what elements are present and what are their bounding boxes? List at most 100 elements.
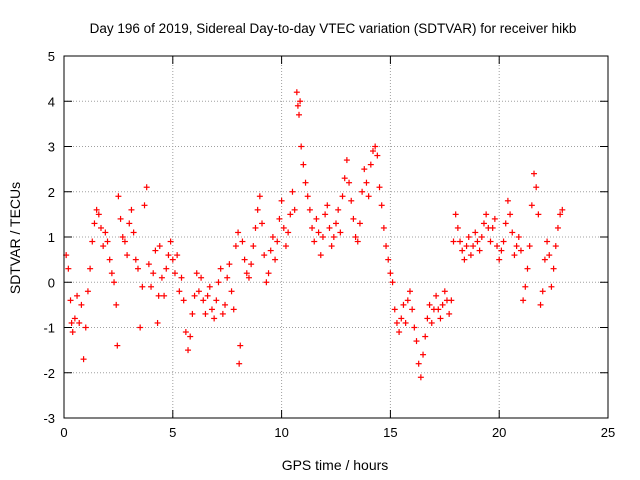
data-point (533, 184, 540, 191)
y-tick-label: 2 (48, 185, 55, 200)
data-point (387, 270, 394, 277)
data-point (80, 356, 87, 363)
data-point (165, 252, 172, 259)
data-point (326, 224, 333, 231)
data-point (121, 238, 128, 245)
data-point (524, 265, 531, 272)
data-point (211, 315, 218, 322)
data-point (298, 143, 305, 150)
data-point (69, 329, 76, 336)
data-point (513, 243, 520, 250)
y-tick-label: 1 (48, 230, 55, 245)
data-point (115, 193, 122, 200)
data-point (213, 297, 220, 304)
data-point (467, 252, 474, 259)
data-point (202, 310, 209, 317)
data-point (87, 265, 94, 272)
data-point (522, 283, 529, 290)
data-point (354, 238, 361, 245)
data-point (158, 274, 165, 281)
data-point (422, 333, 429, 340)
data-point (297, 98, 304, 105)
data-point (106, 256, 113, 263)
data-point (302, 179, 309, 186)
data-point (389, 279, 396, 286)
data-point (152, 247, 159, 254)
data-point (507, 211, 514, 218)
data-point (141, 202, 148, 209)
data-point (511, 252, 518, 259)
y-tick-label: 4 (48, 94, 55, 109)
data-point (291, 206, 298, 213)
data-point (274, 238, 281, 245)
data-point (219, 310, 226, 317)
data-point (189, 310, 196, 317)
data-point (480, 220, 487, 227)
x-tick-label: 5 (169, 425, 176, 440)
data-point (124, 252, 131, 259)
x-tick-label: 20 (492, 425, 506, 440)
data-point (335, 206, 342, 213)
data-point (68, 319, 75, 326)
data-point (306, 206, 313, 213)
data-point (450, 238, 457, 245)
data-point (263, 279, 270, 286)
data-point (126, 220, 133, 227)
data-point (502, 220, 509, 227)
data-point (346, 179, 353, 186)
chart-title: Day 196 of 2019, Sidereal Day-to-day VTE… (90, 21, 577, 36)
data-point (433, 292, 440, 299)
data-point (148, 283, 155, 290)
data-point (293, 89, 300, 96)
data-point (319, 234, 326, 240)
data-point (130, 229, 137, 236)
data-point (309, 224, 316, 231)
data-point (198, 274, 205, 281)
data-point (428, 319, 435, 326)
data-point (134, 265, 141, 272)
data-point (424, 315, 431, 322)
data-point (494, 243, 501, 250)
data-point (261, 252, 268, 259)
data-point (380, 224, 387, 231)
data-point (256, 193, 263, 200)
data-point (396, 329, 403, 336)
data-point (535, 211, 542, 218)
data-point (167, 238, 174, 245)
data-point (289, 188, 296, 195)
data-point (100, 243, 107, 250)
data-point (117, 215, 124, 222)
data-point (143, 184, 150, 191)
y-axis-label: SDTVAR / TECUs (7, 182, 23, 294)
data-point (78, 301, 85, 308)
data-point (97, 224, 104, 231)
data-point (224, 274, 231, 281)
data-point (137, 324, 144, 331)
data-point (254, 206, 261, 213)
data-point (317, 252, 324, 259)
data-point (448, 297, 455, 304)
data-point (337, 229, 344, 236)
data-point (259, 220, 266, 227)
data-point (541, 256, 548, 263)
data-point (367, 161, 374, 168)
data-point (226, 261, 233, 268)
data-point (491, 215, 498, 222)
data-point (187, 333, 194, 340)
data-point (411, 324, 418, 331)
data-point (304, 193, 311, 200)
data-point (232, 243, 239, 250)
data-point (237, 342, 244, 349)
data-point (156, 243, 163, 250)
x-tick-label: 0 (60, 425, 67, 440)
data-point (282, 243, 289, 250)
data-point (276, 215, 283, 222)
data-point (71, 315, 78, 322)
data-point (161, 292, 168, 299)
data-point (406, 288, 413, 295)
data-point (328, 243, 335, 250)
axis-ticks: 0 5 10 15 20 25 -3 -2 -1 0 1 2 3 4 5 (43, 49, 615, 440)
data-point (285, 229, 292, 236)
y-tick-label: -1 (43, 321, 55, 336)
